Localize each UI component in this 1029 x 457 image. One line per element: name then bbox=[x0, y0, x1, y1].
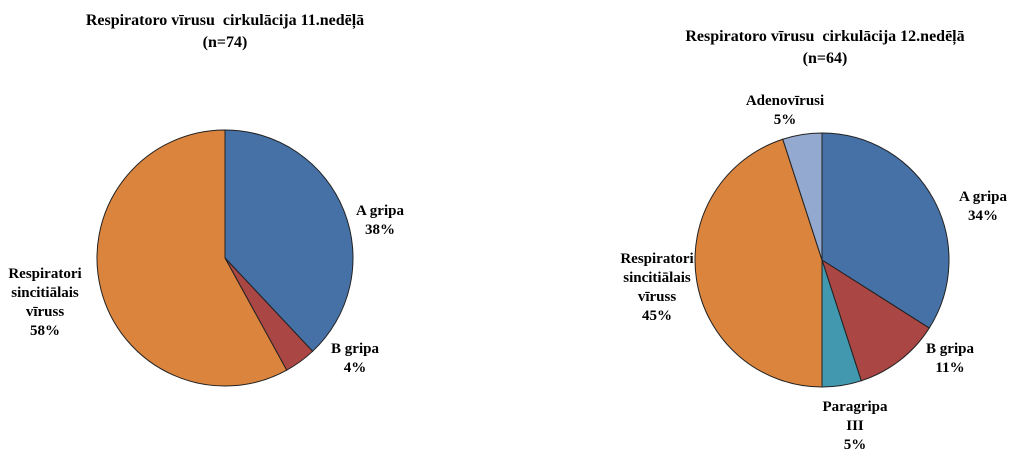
slice-label: Respiratori sincitiālais vīruss 45% bbox=[607, 250, 707, 326]
category-label: Respiratori sincitiālais vīruss bbox=[8, 266, 82, 320]
pie-slice bbox=[224, 129, 354, 353]
slice-label: B gripa 11% bbox=[915, 340, 985, 378]
slice-label: Paragripa III 5% bbox=[820, 398, 890, 455]
value-label: 5% bbox=[843, 437, 867, 453]
pie-slice bbox=[821, 132, 950, 329]
chart-title: Respiratoro vīrusu cirkulācija 11.nedēļā bbox=[85, 12, 365, 29]
value-label: 4% bbox=[343, 360, 367, 376]
chart-title: Respiratoro vīrusu cirkulācija 12.nedēļā bbox=[685, 28, 965, 45]
value-label: 5% bbox=[773, 112, 797, 128]
category-label: B gripa bbox=[926, 341, 974, 357]
category-label: B gripa bbox=[331, 341, 379, 357]
chart-subtitle: (n=74) bbox=[202, 34, 248, 51]
category-label: Paragripa III bbox=[822, 399, 888, 434]
chart-subtitle: (n=64) bbox=[802, 50, 848, 67]
category-label: A gripa bbox=[356, 203, 404, 219]
slice-label: A gripa 38% bbox=[340, 202, 420, 240]
pie-slice bbox=[96, 129, 288, 387]
pie-slice bbox=[694, 138, 823, 388]
slice-label: A gripa 34% bbox=[943, 188, 1023, 226]
category-label: A gripa bbox=[959, 189, 1007, 205]
slice-label: Respiratori sincitiālais vīruss 58% bbox=[0, 265, 95, 341]
pie-slice bbox=[782, 132, 823, 261]
value-label: 11% bbox=[935, 360, 965, 376]
category-label: Respiratori sincitiālais vīruss bbox=[620, 251, 694, 305]
value-label: 34% bbox=[968, 208, 998, 224]
value-label: 38% bbox=[365, 222, 395, 238]
pie-slice bbox=[821, 258, 930, 382]
category-label: Adenovīrusi bbox=[745, 93, 825, 109]
slice-label: B gripa 4% bbox=[315, 340, 395, 378]
value-label: 58% bbox=[30, 323, 60, 339]
slice-label: Adenovīrusi 5% bbox=[730, 92, 840, 130]
value-label: 45% bbox=[642, 308, 672, 324]
